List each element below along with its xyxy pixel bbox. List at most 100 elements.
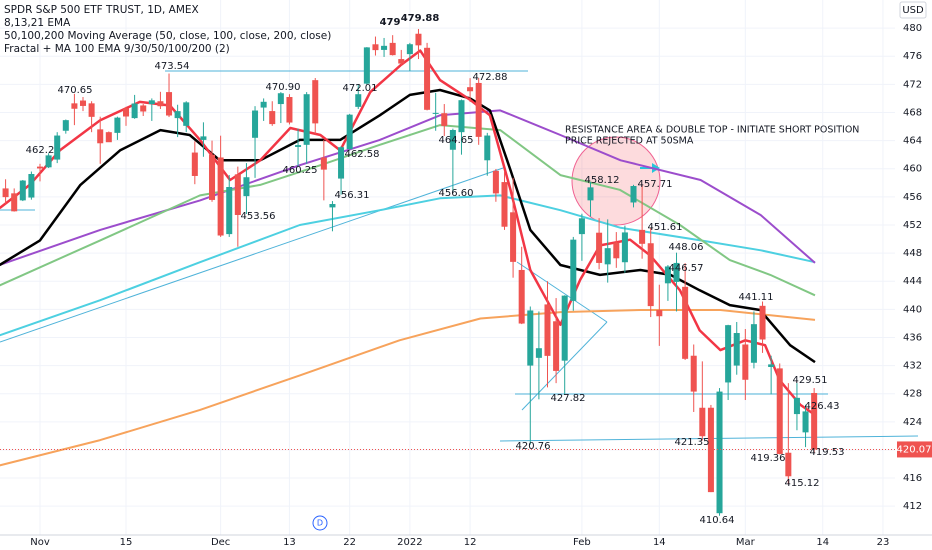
candle-body	[647, 243, 654, 307]
candle	[166, 73, 173, 118]
currency-box	[899, 1, 927, 19]
candle-body	[97, 129, 104, 144]
candle	[492, 169, 499, 202]
candle	[62, 119, 69, 134]
candle-body	[303, 94, 310, 145]
candle	[97, 116, 104, 164]
indicator: 50,100,200 Moving Average (50, close, 10…	[4, 30, 331, 42]
event-marker[interactable]	[312, 515, 328, 531]
candle-body	[424, 47, 431, 110]
y-tick-label: 464	[903, 136, 922, 147]
fractal-label: 426.43	[805, 401, 840, 412]
candle-body	[398, 59, 405, 64]
fractal-label: 479.88	[401, 13, 440, 24]
x-tick-label: Feb	[573, 537, 591, 548]
candle-body	[183, 102, 190, 126]
candle	[621, 225, 628, 273]
candle-body	[114, 117, 121, 133]
candle-body	[510, 212, 517, 262]
candle-body	[527, 310, 534, 366]
candle	[510, 177, 517, 278]
candle-body	[716, 391, 723, 514]
candle	[131, 94, 138, 119]
candle	[613, 232, 620, 268]
candle-body	[699, 407, 706, 437]
candle	[140, 104, 147, 116]
x-tick-label: 14	[653, 537, 666, 548]
candle	[191, 141, 198, 185]
candle-body	[768, 364, 775, 367]
candle-body	[62, 120, 69, 131]
moving-average	[0, 309, 816, 467]
candle	[690, 344, 697, 412]
candle-body	[673, 262, 680, 282]
candle	[707, 404, 714, 493]
candle	[105, 131, 112, 143]
candle-body	[518, 269, 525, 324]
candle	[630, 184, 637, 208]
candle-body	[19, 180, 26, 201]
candle-body	[725, 325, 732, 383]
candle-body	[329, 204, 336, 208]
candle-body	[36, 166, 44, 169]
fractal-label: 460.25	[283, 165, 318, 176]
candle	[432, 92, 439, 131]
candle	[200, 122, 207, 157]
candle-body	[570, 239, 577, 301]
candle	[656, 284, 663, 346]
candle-body	[209, 154, 216, 200]
candle	[570, 236, 577, 311]
candle-body	[467, 87, 474, 92]
candle-body	[88, 103, 95, 117]
candle-body	[226, 187, 233, 235]
candle-body	[372, 44, 379, 51]
y-tick-label: 416	[903, 473, 922, 484]
candle	[647, 227, 654, 318]
candle	[45, 153, 52, 169]
candle	[260, 98, 267, 121]
candle-body	[415, 33, 422, 46]
candle-body	[105, 132, 112, 143]
y-tick-label: 456	[903, 192, 922, 203]
y-tick-label: 424	[903, 417, 922, 428]
fractal-label: 456.31	[335, 190, 370, 201]
fractal-label: 458.12	[585, 175, 620, 186]
candle-body	[793, 397, 800, 415]
candle	[157, 91, 164, 109]
candle-body	[690, 355, 697, 392]
candle	[174, 104, 181, 138]
candle	[561, 295, 568, 395]
candle-body	[131, 103, 138, 119]
candle	[148, 98, 155, 121]
x-tick-label: Nov	[30, 537, 50, 548]
fractal-label: 472.01	[343, 83, 378, 94]
candle	[596, 218, 603, 270]
candle-body	[501, 182, 508, 227]
candle-body	[346, 114, 353, 150]
candle	[768, 355, 775, 395]
candle-body	[802, 411, 809, 433]
candle-body	[535, 348, 542, 358]
candle	[312, 78, 319, 135]
candle	[234, 166, 241, 247]
candle-body	[587, 187, 594, 201]
fractal-label: 421.35	[675, 437, 710, 448]
candle-body	[11, 193, 18, 212]
candle	[415, 28, 422, 60]
candle-body	[682, 286, 689, 359]
candle-body	[252, 110, 259, 138]
candle-body	[561, 295, 568, 361]
note: RESISTANCE AREA & DOUBLE TOP - INITIATE …	[565, 125, 859, 136]
fractal-label: 446.57	[669, 263, 704, 274]
x-tick-label: Mar	[736, 537, 756, 548]
candle	[475, 78, 482, 145]
candle	[36, 163, 44, 182]
candle	[527, 306, 534, 445]
y-tick-label: 428	[903, 389, 922, 400]
y-tick-label: 448	[903, 248, 922, 259]
candle-body	[432, 112, 439, 114]
candle	[742, 329, 749, 401]
candle	[363, 47, 370, 85]
y-tick-label: 460	[903, 164, 922, 175]
moving-average	[0, 194, 816, 337]
